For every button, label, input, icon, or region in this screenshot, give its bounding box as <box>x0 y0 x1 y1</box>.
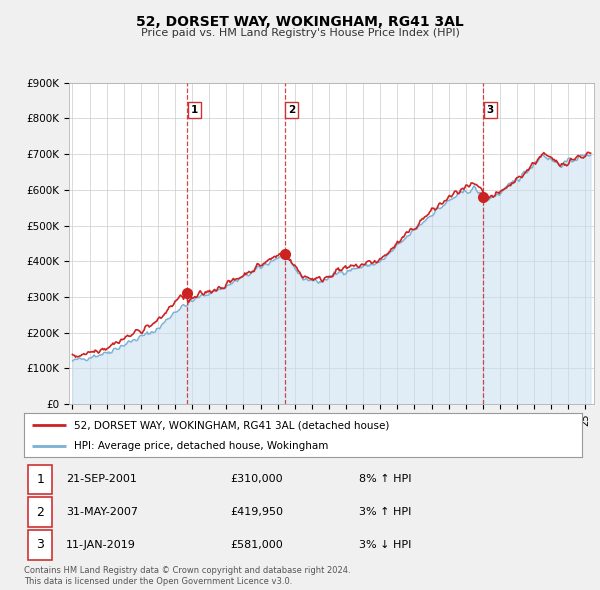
Text: Price paid vs. HM Land Registry's House Price Index (HPI): Price paid vs. HM Land Registry's House … <box>140 28 460 38</box>
Text: £310,000: £310,000 <box>230 474 283 484</box>
Text: This data is licensed under the Open Government Licence v3.0.: This data is licensed under the Open Gov… <box>24 577 292 586</box>
Text: 3: 3 <box>487 105 494 115</box>
Text: £581,000: £581,000 <box>230 540 283 550</box>
Text: 1: 1 <box>36 473 44 486</box>
Text: HPI: Average price, detached house, Wokingham: HPI: Average price, detached house, Woki… <box>74 441 329 451</box>
Text: 3: 3 <box>36 538 44 551</box>
Text: 52, DORSET WAY, WOKINGHAM, RG41 3AL: 52, DORSET WAY, WOKINGHAM, RG41 3AL <box>136 15 464 30</box>
Text: Contains HM Land Registry data © Crown copyright and database right 2024.: Contains HM Land Registry data © Crown c… <box>24 566 350 575</box>
Text: 2: 2 <box>36 506 44 519</box>
Text: 3% ↑ HPI: 3% ↑ HPI <box>359 507 411 517</box>
Text: 52, DORSET WAY, WOKINGHAM, RG41 3AL (detached house): 52, DORSET WAY, WOKINGHAM, RG41 3AL (det… <box>74 421 389 430</box>
FancyBboxPatch shape <box>28 464 52 494</box>
Text: 1: 1 <box>191 105 198 115</box>
Text: 8% ↑ HPI: 8% ↑ HPI <box>359 474 412 484</box>
FancyBboxPatch shape <box>28 497 52 527</box>
Text: £419,950: £419,950 <box>230 507 283 517</box>
Text: 3% ↓ HPI: 3% ↓ HPI <box>359 540 411 550</box>
Text: 2: 2 <box>288 105 295 115</box>
Text: 11-JAN-2019: 11-JAN-2019 <box>66 540 136 550</box>
Text: 31-MAY-2007: 31-MAY-2007 <box>66 507 138 517</box>
Text: 21-SEP-2001: 21-SEP-2001 <box>66 474 137 484</box>
FancyBboxPatch shape <box>28 530 52 560</box>
